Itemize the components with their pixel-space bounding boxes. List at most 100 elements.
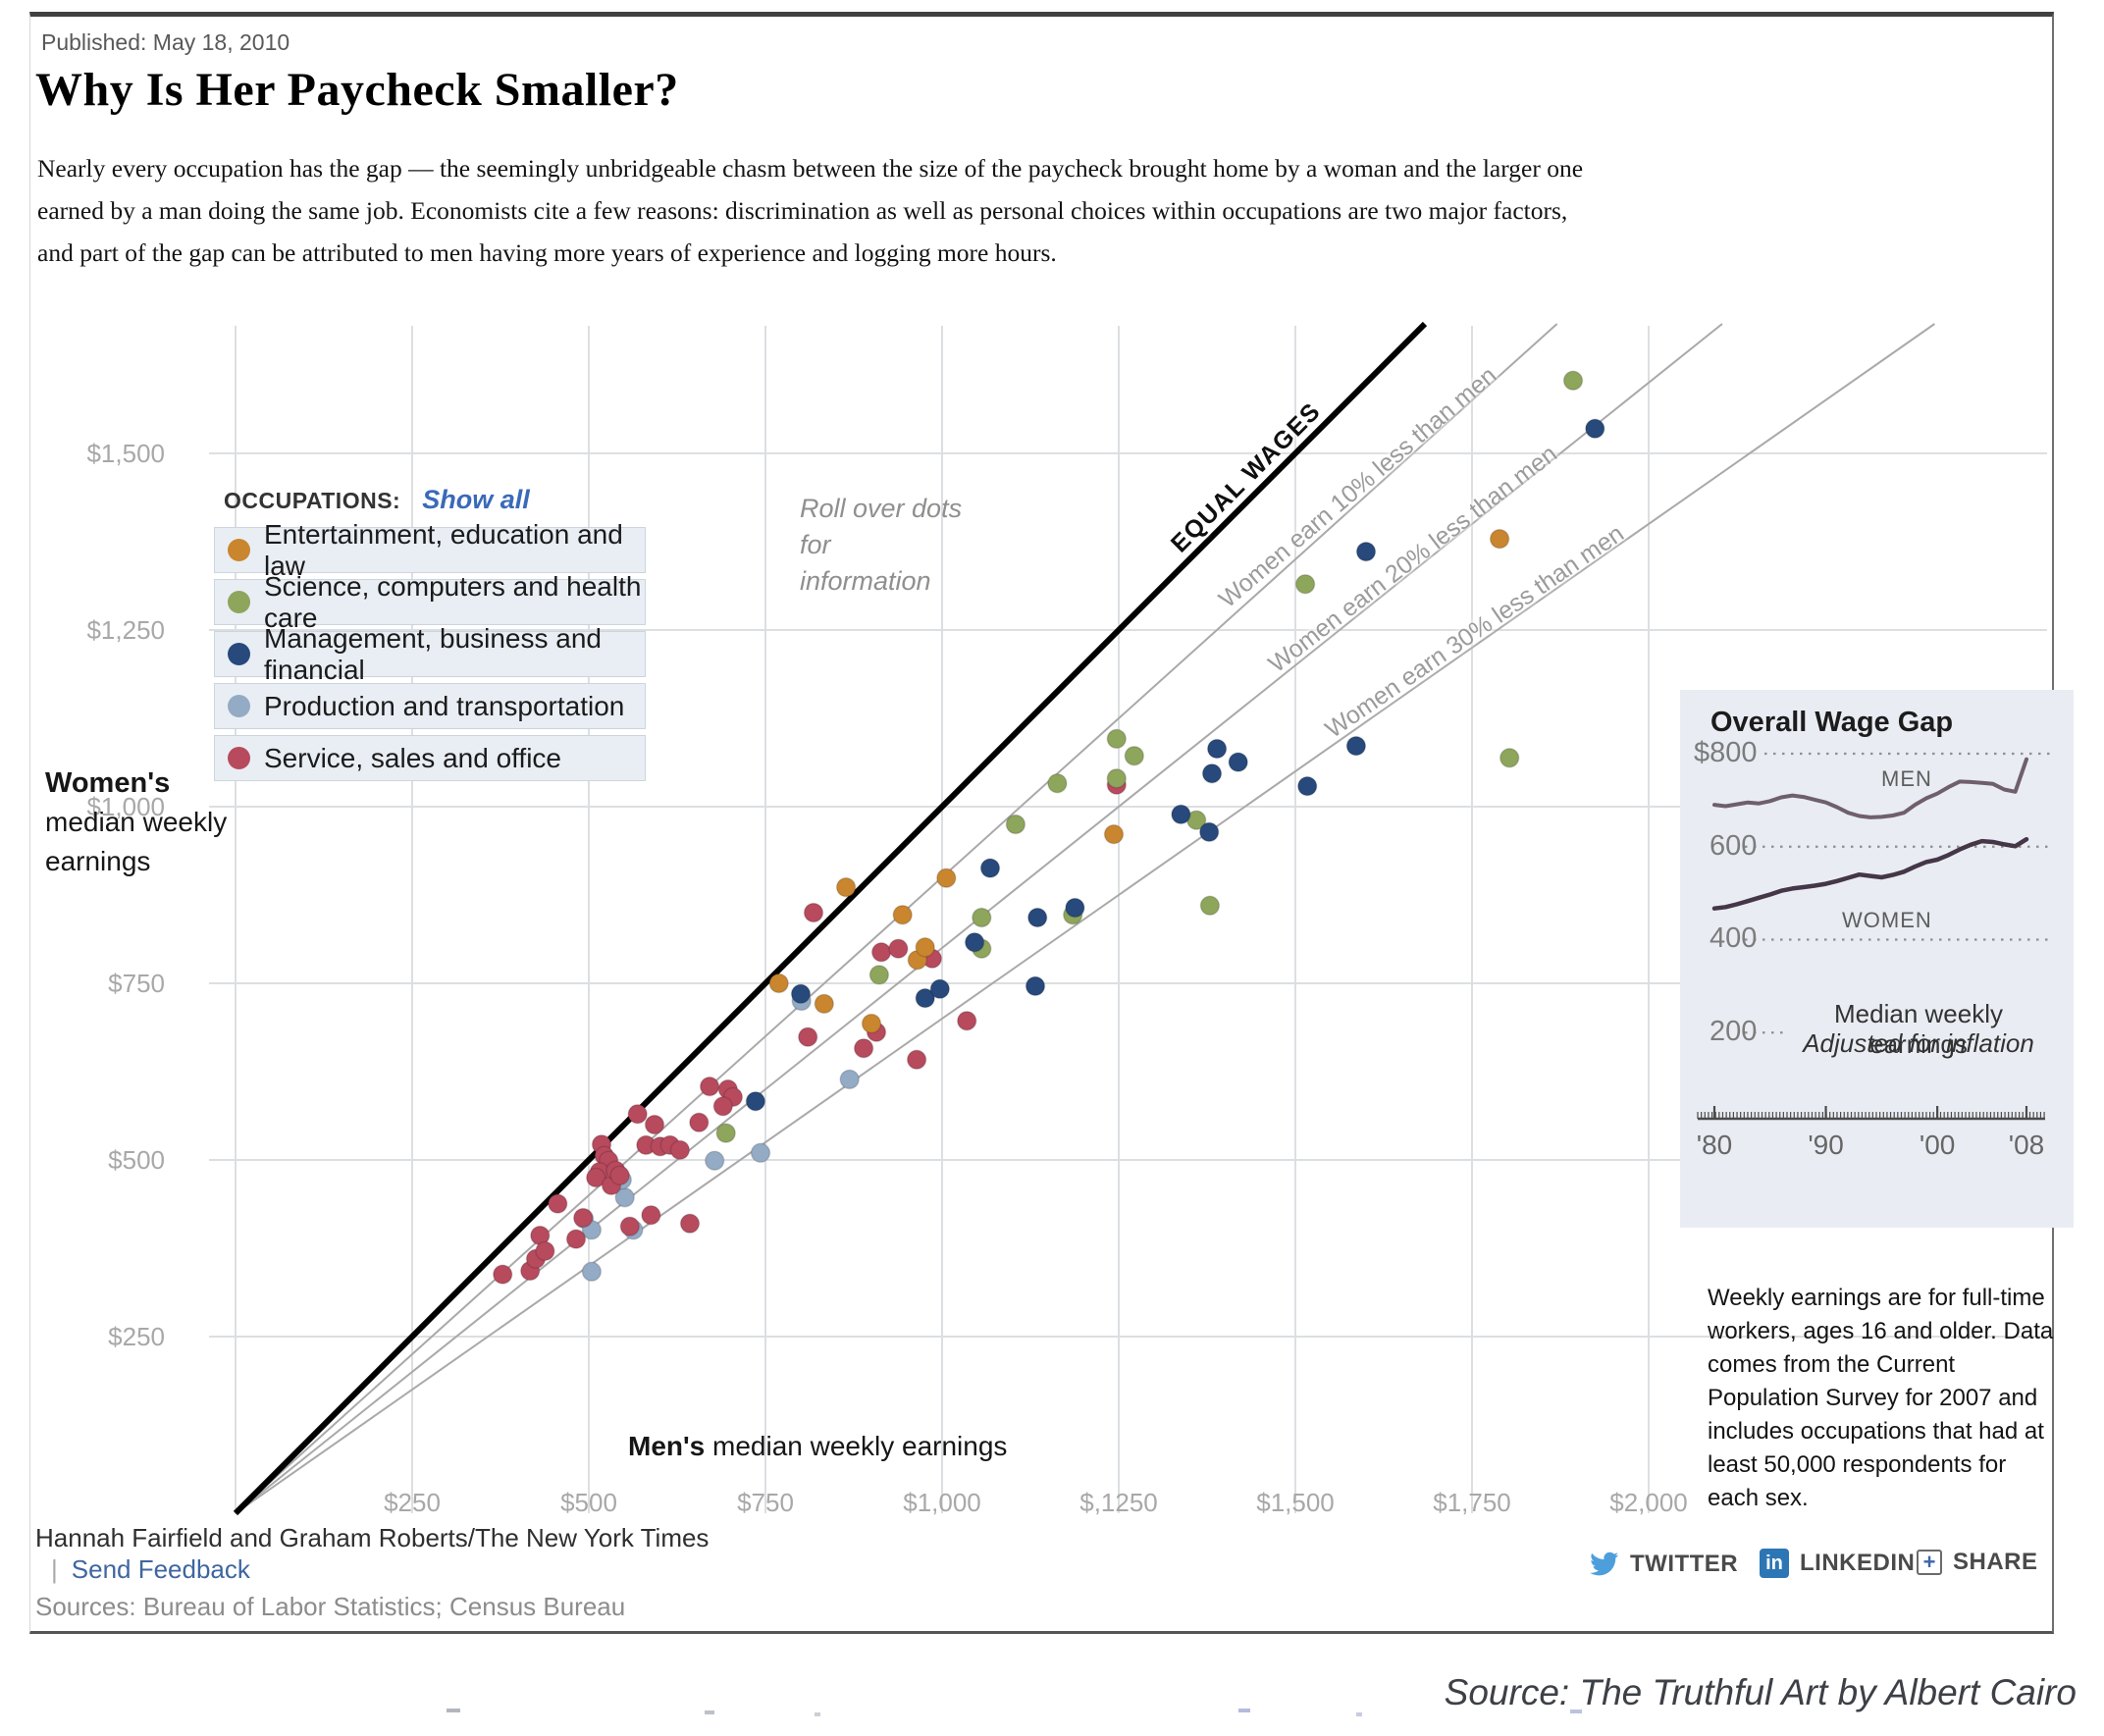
data-point-entertainment[interactable] [835, 876, 857, 898]
data-point-service[interactable] [888, 938, 909, 959]
data-point-production[interactable] [581, 1261, 603, 1283]
legend-item-1[interactable]: Entertainment, education and law [214, 519, 646, 581]
data-point-entertainment[interactable] [892, 904, 913, 925]
y-axis-title-bold: Women's [45, 767, 171, 799]
data-point-science[interactable] [1199, 895, 1221, 917]
data-point-service[interactable] [797, 1026, 818, 1047]
data-point-entertainment[interactable] [936, 868, 957, 888]
data-point-management[interactable] [915, 987, 935, 1009]
data-point-service[interactable] [699, 1076, 720, 1097]
data-point-service[interactable] [585, 1167, 606, 1188]
data-point-science[interactable] [715, 1123, 736, 1143]
data-point-science[interactable] [1124, 745, 1145, 766]
share-button[interactable]: + SHARE [1917, 1549, 2038, 1576]
legend-list: Entertainment, education and law Science,… [214, 519, 646, 781]
inset-women-label: WOMEN [1842, 908, 1932, 932]
x-axis-title: Men's median weekly earnings [628, 1431, 1007, 1462]
data-point-management[interactable] [790, 983, 812, 1005]
data-point-service[interactable] [870, 942, 892, 963]
data-point-management[interactable] [1355, 541, 1377, 562]
data-point-entertainment[interactable] [861, 1013, 882, 1034]
data-point-production[interactable] [704, 1150, 725, 1171]
data-point-service[interactable] [548, 1193, 568, 1214]
show-all-link[interactable]: Show all [422, 485, 530, 514]
send-feedback-link[interactable]: Send Feedback [71, 1554, 250, 1584]
legend-item-5[interactable]: Service, sales and office [214, 735, 646, 781]
guide-line [235, 323, 1935, 1514]
data-point-service[interactable] [679, 1213, 701, 1235]
data-point-science[interactable] [1106, 767, 1128, 789]
inset-x-tick-label: '90 [1808, 1130, 1844, 1160]
data-point-service[interactable] [906, 1049, 927, 1071]
data-point-management[interactable] [1296, 775, 1318, 797]
inset-title: Overall Wage Gap [1710, 707, 1954, 738]
rollover-hint: Roll over dots for information [800, 494, 963, 596]
data-point-management[interactable] [1201, 763, 1223, 784]
data-point-service[interactable] [627, 1103, 648, 1125]
occupations-legend: OCCUPATIONS: Show all Entertainment, educ… [214, 485, 646, 787]
legend-item-4[interactable]: Production and transportation [214, 683, 646, 729]
x-axis-title-rest: median weekly earnings [705, 1431, 1008, 1461]
data-point-entertainment[interactable] [1489, 528, 1510, 550]
data-point-entertainment[interactable] [1103, 823, 1125, 845]
data-point-science[interactable] [1294, 573, 1316, 595]
data-point-service[interactable] [689, 1112, 710, 1133]
data-point-production[interactable] [750, 1142, 771, 1164]
data-point-service[interactable] [853, 1037, 874, 1059]
data-point-service[interactable] [669, 1139, 691, 1161]
data-point-service[interactable] [641, 1204, 661, 1226]
data-point-science[interactable] [972, 907, 992, 928]
published-date: Published: May 18, 2010 [41, 29, 290, 55]
legend-item-2[interactable]: Science, computers and health care [214, 571, 646, 633]
data-point-management[interactable] [1171, 804, 1191, 825]
data-point-science[interactable] [868, 965, 890, 985]
data-point-science[interactable] [1005, 814, 1026, 835]
data-point-entertainment[interactable] [814, 993, 835, 1015]
data-point-management[interactable] [1228, 752, 1248, 772]
twitter-label: TWITTER [1630, 1551, 1739, 1577]
data-point-management[interactable] [979, 858, 1001, 878]
y-axis-title-line3: earnings [45, 846, 151, 876]
legend-item-3[interactable]: Management, business and financial [214, 623, 646, 685]
x-axis-title-bold: Men's [628, 1431, 706, 1461]
data-point-science[interactable] [1047, 772, 1068, 794]
data-point-production[interactable] [839, 1069, 860, 1090]
data-point-service[interactable] [619, 1216, 641, 1236]
data-point-management[interactable] [964, 931, 985, 953]
data-point-service[interactable] [956, 1010, 977, 1031]
data-point-science[interactable] [1562, 370, 1584, 392]
inset-y-tick-label: 600 [1710, 829, 1758, 862]
data-point-service[interactable] [712, 1096, 734, 1117]
data-point-science[interactable] [1106, 728, 1128, 750]
data-point-service[interactable] [572, 1207, 594, 1229]
linkedin-button[interactable]: in LINKEDIN [1760, 1549, 1915, 1578]
data-point-management[interactable] [1345, 735, 1367, 757]
data-point-service[interactable] [803, 902, 824, 923]
y-axis-title: Women's median weekly earnings [45, 763, 227, 881]
data-point-management[interactable] [1206, 738, 1228, 760]
data-point-service[interactable] [644, 1114, 665, 1135]
data-point-service[interactable] [565, 1229, 587, 1249]
data-point-management[interactable] [1198, 821, 1220, 843]
data-point-management[interactable] [1025, 975, 1046, 997]
data-point-entertainment[interactable] [768, 973, 789, 994]
data-point-service[interactable] [609, 1165, 630, 1186]
inset-y-tick-label: 400 [1710, 922, 1758, 955]
linkedin-icon: in [1760, 1549, 1789, 1578]
data-point-service[interactable] [535, 1240, 555, 1262]
data-point-management[interactable] [929, 978, 951, 1000]
twitter-button[interactable]: TWITTER [1588, 1549, 1738, 1580]
inset-line-men [1712, 757, 2028, 819]
data-point-management[interactable] [1585, 418, 1605, 440]
data-point-service[interactable] [492, 1264, 513, 1285]
page-title: Why Is Her Paycheck Smaller? [35, 64, 679, 116]
data-point-science[interactable] [1499, 748, 1520, 768]
cropped-artifact [1356, 1712, 1362, 1716]
data-point-management[interactable] [745, 1090, 766, 1112]
data-point-management[interactable] [1065, 897, 1085, 919]
divider: | [51, 1554, 58, 1584]
methodology-footnote: Weekly earnings are for full-time worker… [1708, 1285, 2054, 1511]
data-point-management[interactable] [1026, 907, 1048, 928]
data-point-entertainment[interactable] [915, 937, 935, 958]
